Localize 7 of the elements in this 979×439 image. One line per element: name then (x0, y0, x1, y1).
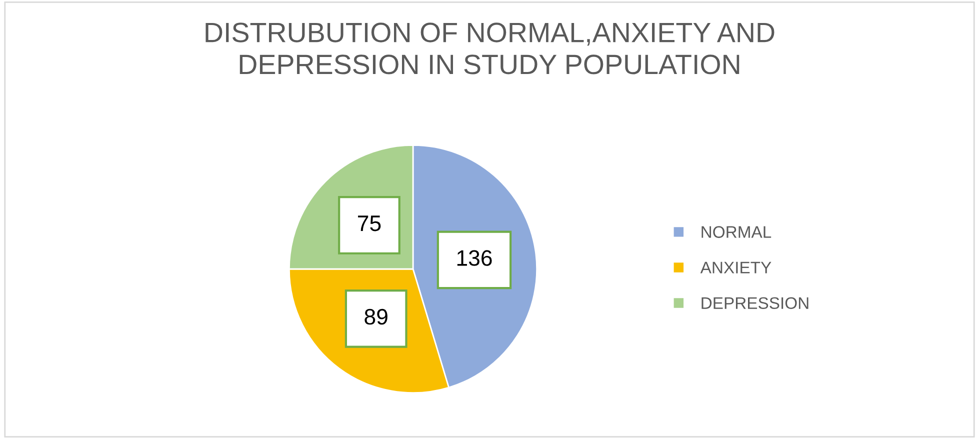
data-label: 75 (358, 216, 381, 232)
legend-label: NORMAL (702, 226, 772, 238)
legend-label: ANXIETY (700, 262, 772, 274)
data-label: 136 (457, 250, 492, 266)
data-label: 89 (364, 308, 388, 325)
chart-title: DISTRUBUTION OF NORMAL,ANXIETY AND DEPRESSION IN STUDY POPULATION (206, 22, 774, 74)
legend-label: DEPRESSION (702, 297, 808, 310)
